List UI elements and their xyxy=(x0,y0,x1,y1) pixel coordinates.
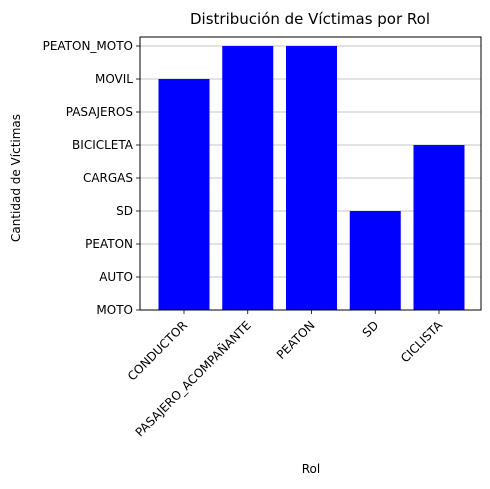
y-axis-ticks: MOTO AUTO PEATON SD CARGAS BICICLETA PASAJEROS… xyxy=(43,39,140,317)
bar xyxy=(222,46,274,310)
y-tick-label: BICICLETA xyxy=(72,138,134,152)
y-tick-label: SD xyxy=(116,204,133,218)
y-tick-label: MOTO xyxy=(96,303,133,317)
plot-frame xyxy=(139,36,482,311)
y-tick-label: CARGAS xyxy=(83,171,133,185)
bar xyxy=(349,211,401,310)
bar xyxy=(413,145,465,310)
y-tick-label: PASAJEROS xyxy=(66,105,133,119)
y-tick-label: AUTO xyxy=(99,270,133,284)
bar xyxy=(158,79,210,310)
y-tick-label: PEATON_MOTO xyxy=(43,39,133,53)
y-axis-label: Cantidad de Víctimas xyxy=(9,114,23,242)
chart-title: Distribución de Víctimas por Rol xyxy=(190,10,430,28)
y-tick-label: PEATON xyxy=(85,237,133,251)
bars-group xyxy=(158,46,465,310)
x-axis-label: Rol xyxy=(302,462,320,476)
bar xyxy=(286,46,337,310)
y-tick-label: MOVIL xyxy=(95,72,133,86)
